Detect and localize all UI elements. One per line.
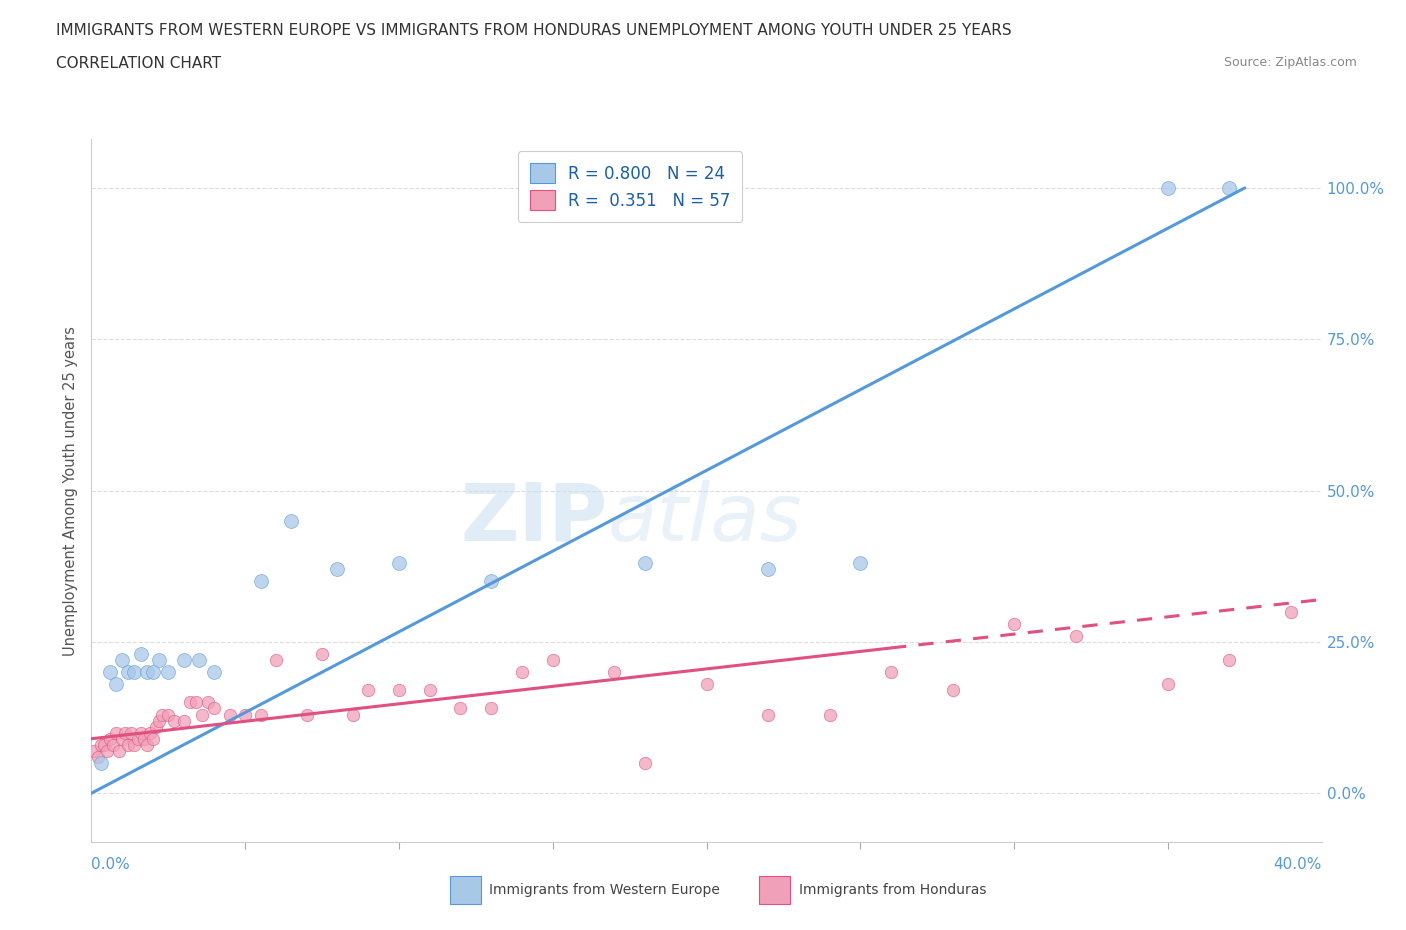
Point [135,665,157,680]
Text: CORRELATION CHART: CORRELATION CHART [56,56,221,71]
Point [1002,617,1025,631]
Point [98,731,121,746]
Point [849,556,872,571]
Point [1064,629,1087,644]
Point [264,653,287,668]
Point [1157,677,1180,692]
Legend: R = 0.800   N = 24, R =  0.351   N = 57: R = 0.800 N = 24, R = 0.351 N = 57 [517,152,742,222]
Point [129,646,152,661]
Point [148,713,170,728]
Point [249,574,271,589]
Point [197,695,219,710]
Point [111,653,134,668]
Point [1157,180,1180,195]
Point [142,731,165,746]
Point [634,755,657,770]
Point [105,677,127,692]
Text: IMMIGRANTS FROM WESTERN EUROPE VS IMMIGRANTS FROM HONDURAS UNEMPLOYMENT AMONG YO: IMMIGRANTS FROM WESTERN EUROPE VS IMMIGR… [56,23,1012,38]
Point [1279,604,1302,619]
Point [90,737,112,752]
Point [342,707,364,722]
Point [90,755,112,770]
Point [280,513,302,528]
Point [388,556,411,571]
Point [148,653,170,668]
Point [105,725,127,740]
Text: atlas: atlas [607,480,803,558]
Point [157,707,180,722]
Y-axis label: Unemployment Among Youth under 25 years: Unemployment Among Youth under 25 years [63,326,79,656]
Point [145,719,167,734]
Point [603,665,626,680]
Point [129,725,152,740]
Point [941,683,963,698]
Point [86,750,108,764]
Point [179,695,201,710]
Point [93,737,115,752]
Point [127,731,149,746]
Point [326,562,349,577]
Point [1218,180,1240,195]
Point [449,701,471,716]
Text: 40.0%: 40.0% [1274,857,1322,872]
Point [135,737,157,752]
Point [124,665,146,680]
Point [117,665,139,680]
Point [818,707,841,722]
Point [98,665,121,680]
Point [479,574,502,589]
Point [233,707,256,722]
Point [96,743,118,758]
Point [202,701,225,716]
Text: Immigrants from Honduras: Immigrants from Honduras [799,883,986,897]
Point [218,707,240,722]
Point [108,743,131,758]
Point [756,707,779,722]
Point [184,695,207,710]
Point [880,665,903,680]
Text: ZIP: ZIP [461,480,607,558]
Point [173,713,195,728]
Point [357,683,380,698]
Text: 0.0%: 0.0% [91,857,131,872]
Point [188,653,211,668]
Point [191,707,214,722]
Point [120,725,142,740]
Point [419,683,441,698]
Point [111,731,134,746]
Point [150,707,173,722]
Point [173,653,195,668]
Point [311,646,333,661]
Point [756,562,779,577]
Point [1218,653,1240,668]
Point [132,731,155,746]
Point [114,725,136,740]
Point [117,737,139,752]
Point [83,743,105,758]
Point [295,707,318,722]
Text: Source: ZipAtlas.com: Source: ZipAtlas.com [1223,56,1357,69]
Point [541,653,564,668]
Point [479,701,502,716]
Point [101,737,124,752]
Point [124,737,146,752]
Point [388,683,411,698]
Point [634,556,657,571]
Text: Immigrants from Western Europe: Immigrants from Western Europe [489,883,720,897]
Point [695,677,717,692]
Point [163,713,186,728]
Point [249,707,271,722]
Point [202,665,225,680]
Point [142,665,165,680]
Point [157,665,180,680]
Point [510,665,533,680]
Point [139,725,162,740]
